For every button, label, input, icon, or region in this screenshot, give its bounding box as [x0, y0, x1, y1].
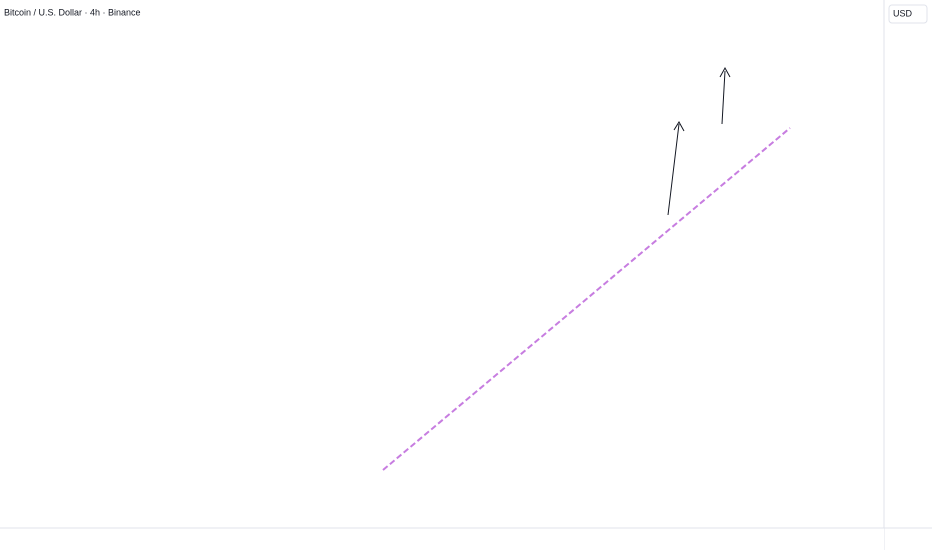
arrow: [719, 66, 731, 125]
currency-box[interactable]: [888, 4, 928, 24]
title-bg: [0, 4, 150, 22]
arrow: [667, 121, 685, 216]
currency: USD: [893, 8, 913, 18]
time-axis: [0, 528, 884, 550]
chart-title: Bitcoin / U.S. Dollar · 4h · Binance: [4, 7, 141, 17]
arrows: [667, 66, 731, 216]
price-axis: [884, 0, 932, 550]
trendline: [382, 127, 791, 471]
